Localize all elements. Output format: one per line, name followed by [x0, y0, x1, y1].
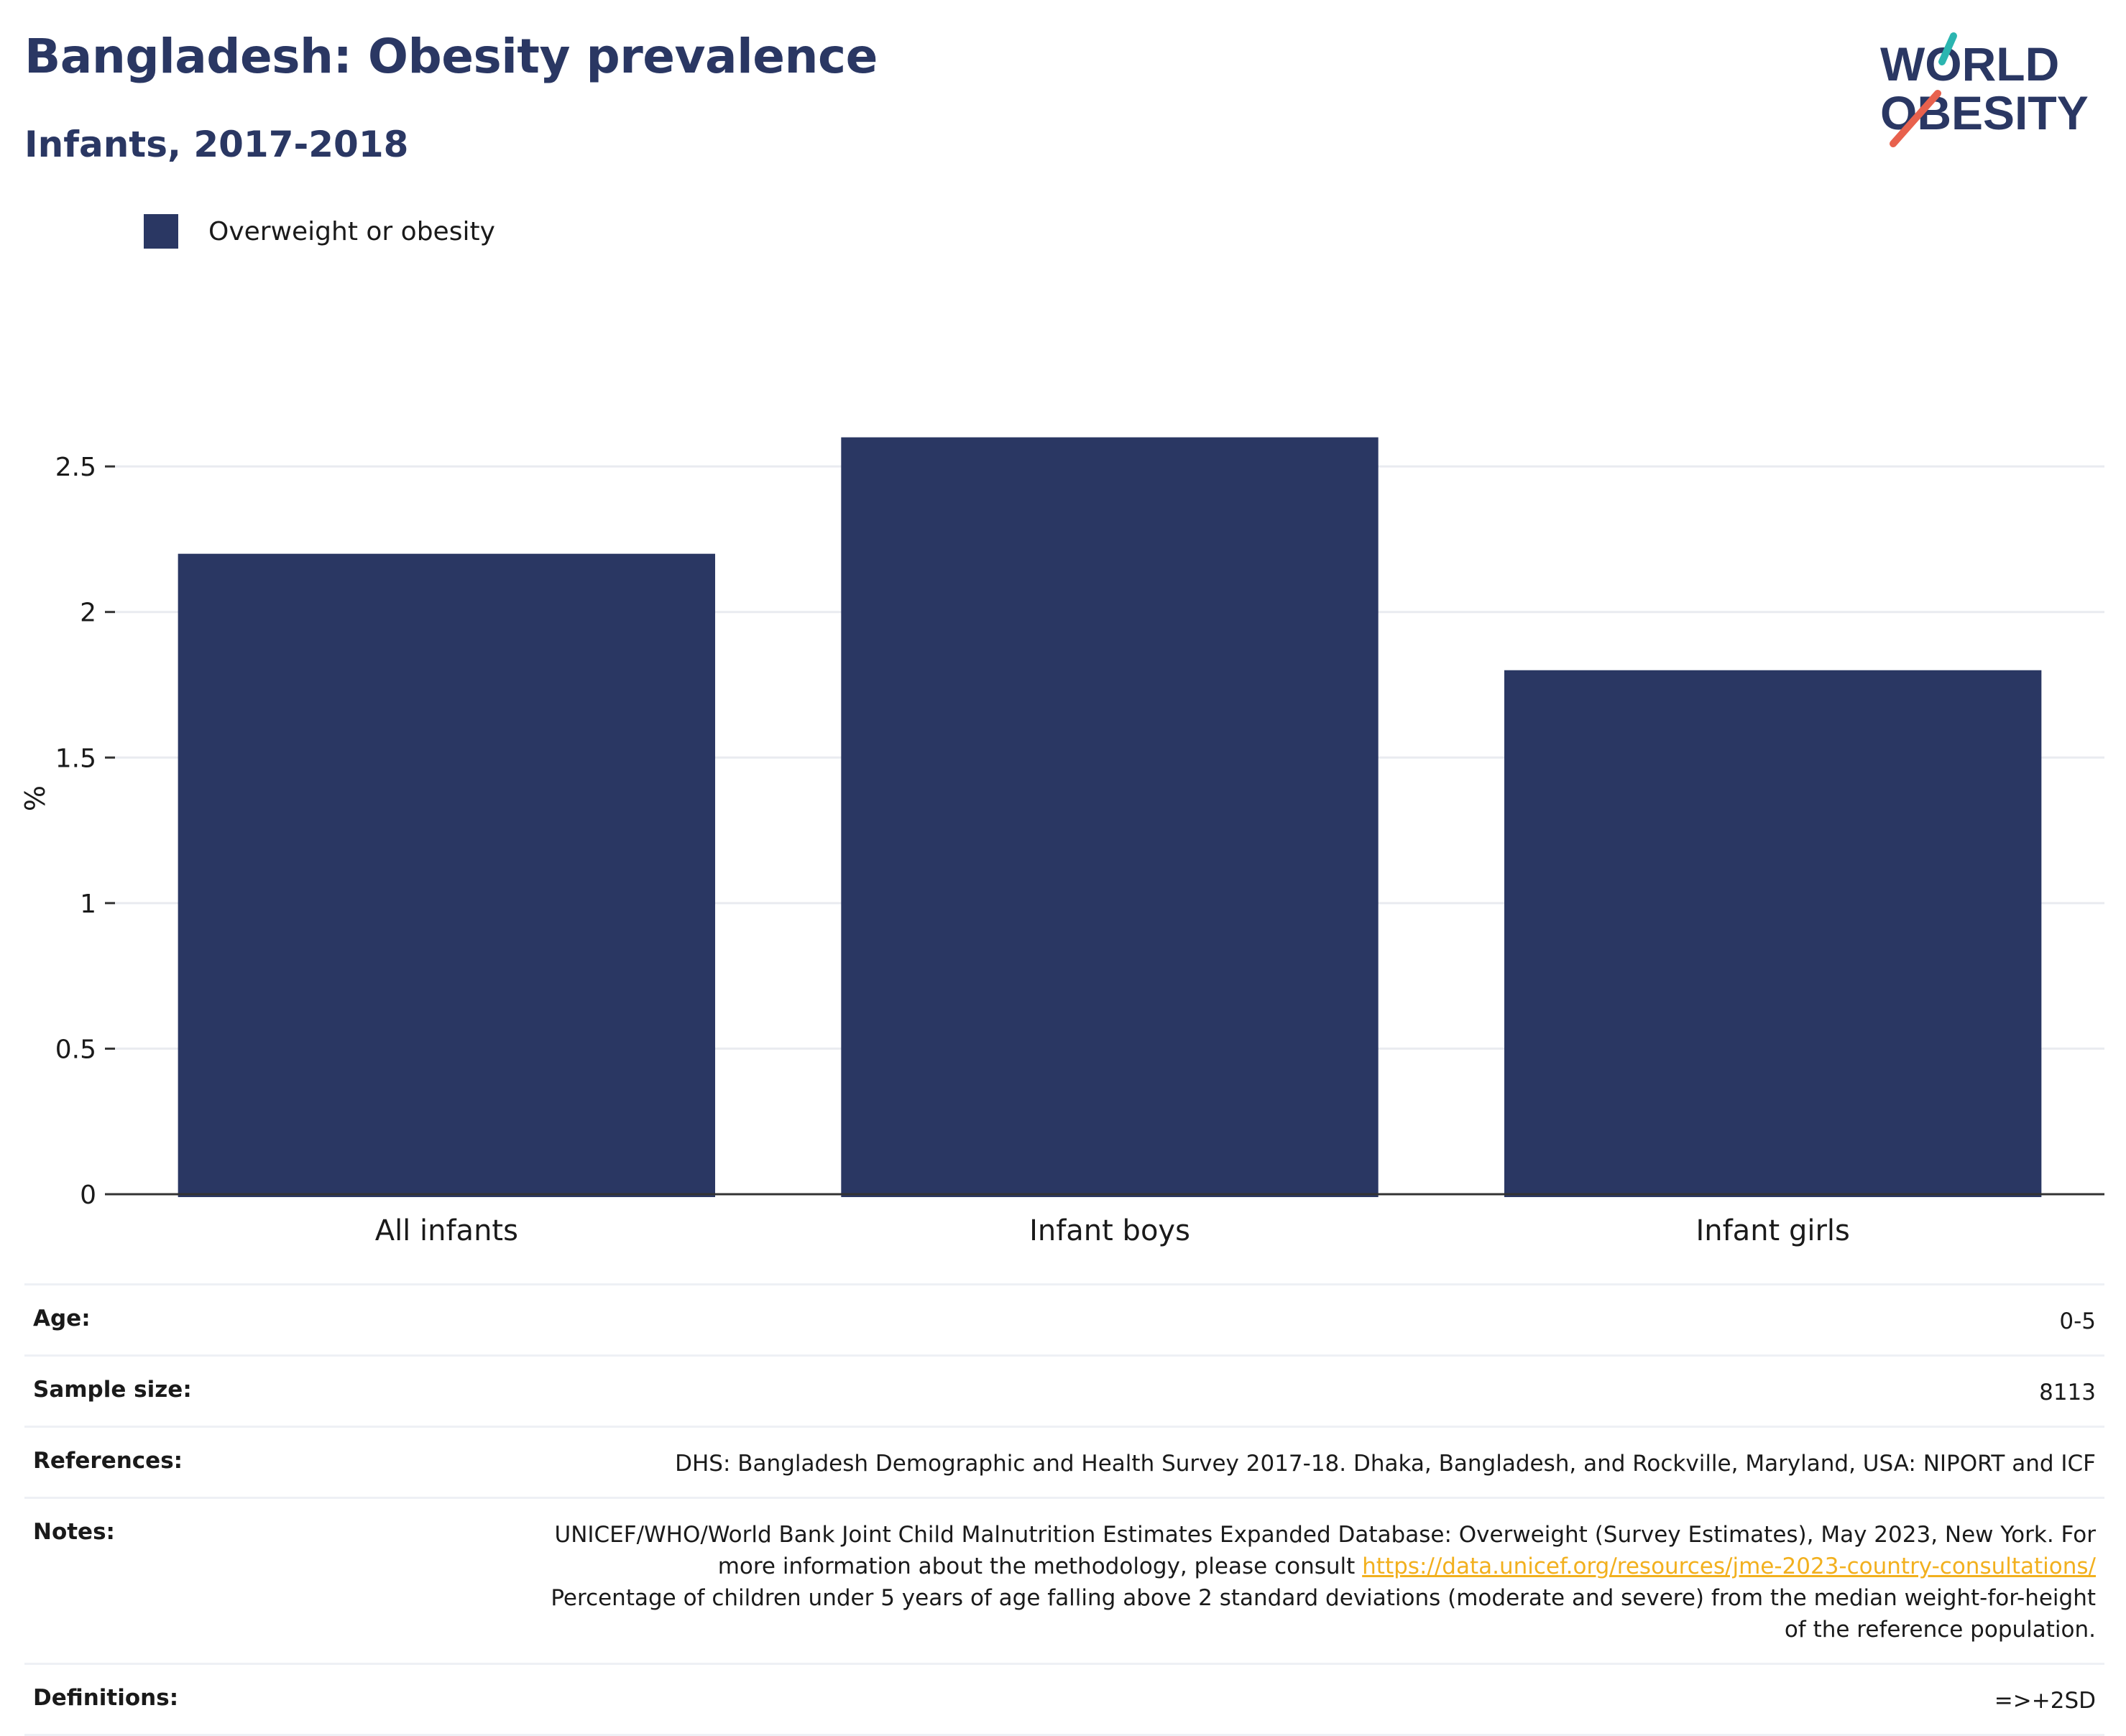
- bar-chart: 0 0.5 1 1.5 2 2.5 All infants Infant boys Infan…: [19, 437, 2104, 1247]
- info-value-definitions: =>+2SD: [1994, 1688, 2096, 1714]
- bar-all-infants[interactable]: [178, 553, 716, 1197]
- y-tick-label: 0.5: [55, 1035, 96, 1064]
- notes-text: UNICEF/WHO/World Bank Joint Child Malnut…: [554, 1522, 2097, 1580]
- info-value-sample-size: 8113: [2039, 1380, 2096, 1406]
- x-tick-label: Infant boys: [1029, 1214, 1190, 1247]
- bars: [178, 437, 2042, 1197]
- x-tick-label: Infant girls: [1695, 1214, 1849, 1247]
- info-label-notes: Notes:: [33, 1519, 115, 1546]
- logo-text-world: WORLD: [1880, 37, 2059, 91]
- info-label-definitions: Definitions:: [33, 1685, 179, 1712]
- notes-definition-text: Percentage of children under 5 years of …: [551, 1585, 2096, 1643]
- bar-infant-girls[interactable]: [1504, 670, 2042, 1197]
- info-value-age: 0-5: [2059, 1308, 2096, 1334]
- y-tick-label: 2.5: [55, 453, 96, 482]
- y-axis-label: %: [19, 785, 51, 811]
- info-value-notes: UNICEF/WHO/World Bank Joint Child Malnut…: [551, 1519, 2096, 1645]
- world-obesity-logo: WORLD OBESITY: [1880, 32, 2089, 147]
- info-label-references: References:: [33, 1448, 183, 1474]
- info-row-notes: Notes: UNICEF/WHO/World Bank Joint Child…: [24, 1497, 2104, 1663]
- y-tick-labels: 0 0.5 1 1.5 2 2.5: [55, 453, 115, 1210]
- info-label-sample-size: Sample size:: [33, 1377, 192, 1403]
- info-row-sample-size: Sample size: 8113: [24, 1354, 2104, 1426]
- logo-slash-teal: [1938, 32, 1957, 65]
- info-table: Age: 0-5 Sample size: 8113 References: D…: [24, 1283, 2104, 1736]
- legend: Overweight or obesity: [144, 214, 495, 249]
- legend-label: Overweight or obesity: [208, 216, 495, 246]
- y-tick-label: 2: [80, 599, 96, 628]
- chart-subtitle: Infants, 2017-2018: [24, 124, 409, 165]
- logo-slash-coral: [1890, 90, 1941, 147]
- info-row-definitions: Definitions: =>+2SD: [24, 1663, 2104, 1736]
- x-tick-label: All infants: [375, 1214, 518, 1247]
- y-tick-label: 1: [80, 890, 96, 919]
- y-tick-label: 0: [80, 1181, 96, 1210]
- bar-infant-boys[interactable]: [841, 437, 1379, 1197]
- info-row-references: References: DHS: Bangladesh Demographic …: [24, 1426, 2104, 1497]
- x-tick-labels: All infants Infant boys Infant girls: [375, 1214, 1850, 1247]
- chart-title: Bangladesh: Obesity prevalence: [24, 29, 878, 84]
- info-row-age: Age: 0-5: [24, 1283, 2104, 1354]
- y-tick-label: 1.5: [55, 744, 96, 773]
- logo-text-obesity: OBESITY: [1880, 86, 2089, 139]
- info-label-age: Age:: [33, 1306, 91, 1331]
- info-value-references: DHS: Bangladesh Demographic and Health S…: [675, 1451, 2096, 1477]
- legend-swatch: [144, 214, 178, 249]
- methodology-link[interactable]: https://data.unicef.org/resources/jme-20…: [1362, 1553, 2096, 1580]
